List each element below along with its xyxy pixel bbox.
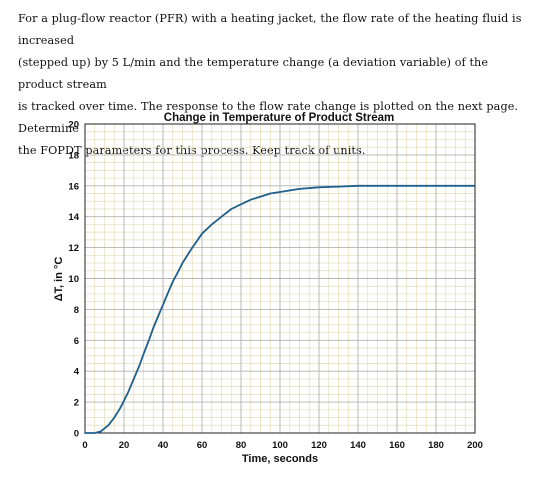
x-tick-label: 60 xyxy=(197,440,208,451)
y-tick-label: 18 xyxy=(68,150,79,161)
y-tick-label: 12 xyxy=(68,243,79,254)
x-tick-label: 160 xyxy=(389,440,405,451)
y-tick-label: 2 xyxy=(74,398,79,409)
series-line xyxy=(84,184,476,434)
series-lines xyxy=(84,184,476,434)
y-tick-label: 8 xyxy=(74,305,79,316)
x-tick-label: 180 xyxy=(428,440,444,451)
x-tick-label: 140 xyxy=(350,440,366,451)
problem-line-1: For a plug-flow reactor (PFR) with a hea… xyxy=(18,12,522,47)
x-tick-label: 200 xyxy=(467,440,483,451)
y-tick-label: 6 xyxy=(74,336,79,347)
problem-line-2: (stepped up) by 5 L/min and the temperat… xyxy=(18,56,489,91)
y-tick-label: 10 xyxy=(68,274,79,285)
y-tick-label: 0 xyxy=(74,429,79,440)
y-tick-labels: 0 2 4 6 8 10 12 14 16 18 20 xyxy=(68,120,79,440)
plot-area-frame xyxy=(84,123,476,434)
x-tick-labels: 0 20 40 60 80 100 120 140 160 180 200 xyxy=(82,440,483,451)
x-tick-label: 100 xyxy=(272,440,288,451)
x-tick-label: 0 xyxy=(82,440,87,451)
x-axis-label: Time, seconds xyxy=(242,453,318,465)
x-tick-label: 20 xyxy=(119,440,130,451)
y-tick-label: 20 xyxy=(68,120,79,131)
problem-line-3: is tracked over time. The response to th… xyxy=(18,100,519,135)
y-tick-label: 4 xyxy=(74,367,80,378)
x-tick-label: 80 xyxy=(236,440,247,451)
y-axis-label: ΔT, in °C xyxy=(53,257,65,302)
x-tick-label: 120 xyxy=(311,440,327,451)
y-tick-label: 16 xyxy=(68,181,79,192)
x-tick-label: 40 xyxy=(158,440,169,451)
y-tick-label: 14 xyxy=(68,212,79,223)
chart-title: Change in Temperature of Product Stream xyxy=(164,112,394,124)
